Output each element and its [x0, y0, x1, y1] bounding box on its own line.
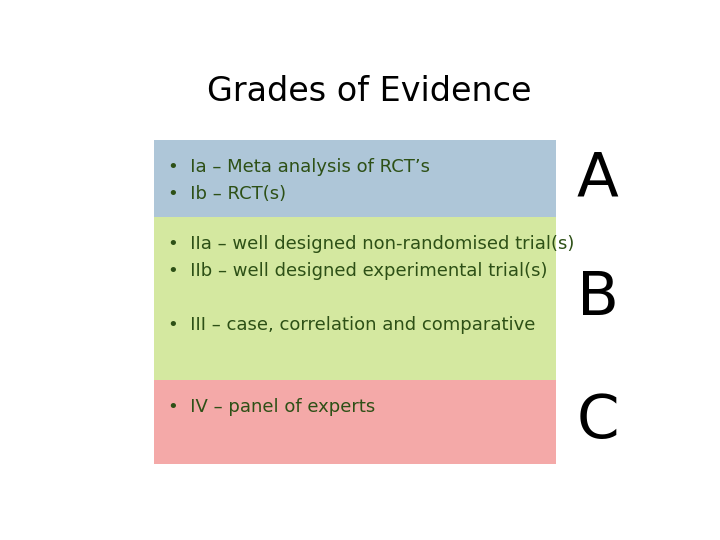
Text: •  IIa – well designed non-randomised trial(s): • IIa – well designed non-randomised tri…	[168, 235, 575, 253]
FancyBboxPatch shape	[154, 140, 556, 218]
Text: •  IV – panel of experts: • IV – panel of experts	[168, 397, 375, 415]
Text: •  Ia – Meta analysis of RCT’s: • Ia – Meta analysis of RCT’s	[168, 158, 430, 176]
Text: •  Ib – RCT(s): • Ib – RCT(s)	[168, 185, 287, 202]
Text: C: C	[577, 392, 619, 451]
Text: •  III – case, correlation and comparative: • III – case, correlation and comparativ…	[168, 316, 536, 334]
Text: •  IIb – well designed experimental trial(s): • IIb – well designed experimental trial…	[168, 262, 548, 280]
Text: Grades of Evidence: Grades of Evidence	[207, 75, 531, 109]
FancyBboxPatch shape	[154, 380, 556, 464]
FancyBboxPatch shape	[154, 218, 556, 380]
Text: A: A	[577, 149, 618, 208]
Text: B: B	[577, 269, 618, 328]
